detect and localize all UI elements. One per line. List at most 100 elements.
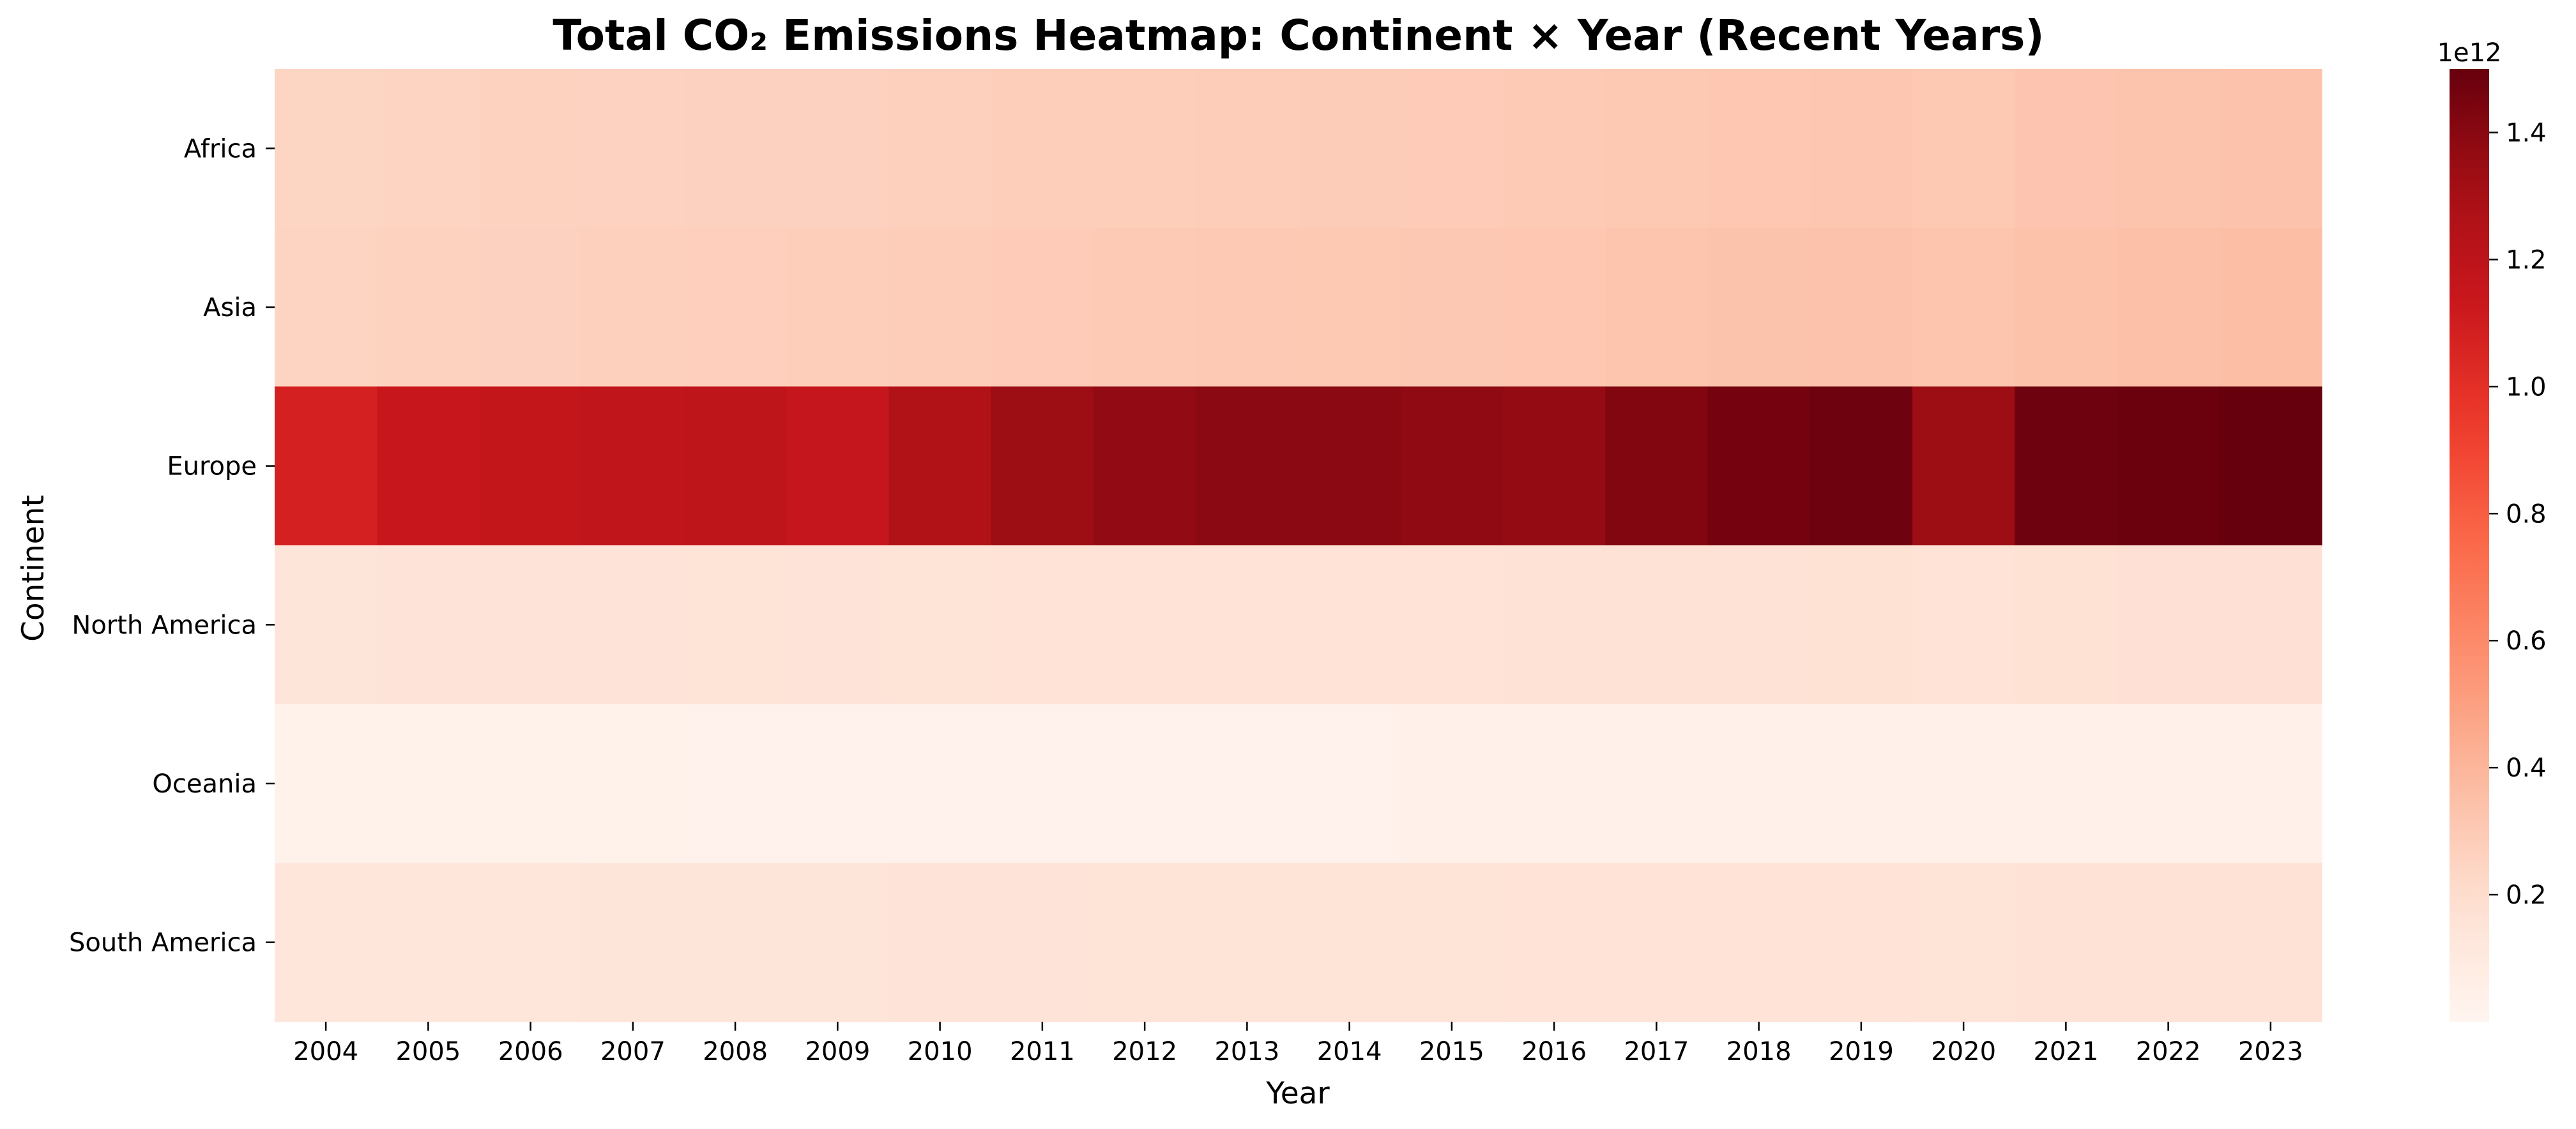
- colorbar-tick-label: 0.8: [2506, 499, 2547, 529]
- heatmap-cell: [1094, 863, 1196, 1022]
- heatmap-cell: [1912, 386, 2015, 546]
- x-axis-ticks: 2004 2005 2006 2007 2008 2009 2010 2011 2012 2013…: [293, 1022, 2303, 1066]
- heatmap-cell: [991, 227, 1094, 387]
- y-tick-label: Oceania: [152, 769, 257, 799]
- x-tick-label: 2013: [1214, 1037, 1279, 1066]
- heatmap-cell: [1605, 386, 1709, 546]
- heatmap-cell: [1810, 386, 1913, 546]
- y-tick-label: Africa: [184, 134, 257, 163]
- heatmap-cell: [1707, 69, 1811, 229]
- y-tick-label: Europe: [167, 452, 257, 481]
- heatmap-cell: [1400, 704, 1504, 863]
- heatmap-cell: [1196, 227, 1299, 387]
- heatmap-cell: [2219, 69, 2322, 229]
- heatmap-cell: [2015, 386, 2118, 546]
- heatmap-cell: [2015, 69, 2118, 229]
- heatmap-cell: [1810, 69, 1913, 229]
- heatmap-cell: [1196, 386, 1299, 546]
- colorbar-ticks: 0.2 0.4 0.6 0.8 1.0 1.2 1.4: [2489, 118, 2547, 910]
- heatmap-cell: [479, 386, 583, 546]
- heatmap-cell: [1912, 227, 2015, 387]
- heatmap-cell: [581, 227, 685, 387]
- heatmap-cell: [1298, 386, 1401, 546]
- heatmap-cell: [2117, 863, 2220, 1022]
- heatmap-cell: [581, 69, 685, 229]
- heatmap-cell: [479, 863, 583, 1022]
- heatmap-cell: [991, 386, 1094, 546]
- heatmap-cell: [275, 863, 377, 1022]
- heatmap-cell: [684, 69, 787, 229]
- heatmap-cell: [684, 227, 787, 387]
- heatmap-cell: [1707, 704, 1811, 863]
- heatmap-cell: [377, 545, 480, 705]
- heatmap-cell: [1298, 704, 1401, 863]
- colorbar-tick-label: 1.2: [2506, 245, 2547, 275]
- heatmap-cell: [275, 545, 377, 705]
- heatmap-cell: [1810, 227, 1913, 387]
- colorbar-tick-label: 1.4: [2506, 118, 2547, 148]
- heatmap-cell: [1810, 863, 1913, 1022]
- heatmap-cell: [2219, 863, 2322, 1022]
- colorbar-tick-label: 1.0: [2506, 372, 2547, 402]
- y-tick-label: Asia: [203, 293, 257, 322]
- heatmap-cell: [581, 545, 685, 705]
- x-tick-label: 2016: [1521, 1037, 1587, 1066]
- y-tick-label: North America: [72, 610, 257, 640]
- heatmap-cell: [991, 863, 1094, 1022]
- heatmap-cell: [991, 704, 1094, 863]
- x-tick-label: 2008: [703, 1037, 768, 1066]
- x-tick-label: 2012: [1112, 1037, 1177, 1066]
- y-axis-ticks: Africa Asia Europe North America Oceania Sout…: [69, 134, 275, 958]
- colorbar-tick-label: 0.4: [2506, 754, 2547, 783]
- heatmap-cell: [2219, 227, 2322, 387]
- x-tick-label: 2020: [1931, 1037, 1996, 1066]
- x-tick-label: 2021: [2033, 1037, 2098, 1066]
- heatmap-cell: [2015, 704, 2118, 863]
- heatmap-cell: [1707, 863, 1811, 1022]
- heatmap-cell: [888, 386, 992, 546]
- heatmap-cell: [275, 704, 377, 863]
- x-tick-label: 2023: [2238, 1037, 2303, 1066]
- heatmap-cell: [1094, 545, 1196, 705]
- heatmap-cell: [684, 386, 787, 546]
- x-tick-label: 2018: [1726, 1037, 1792, 1066]
- x-axis-label: Year: [1265, 1076, 1330, 1111]
- heatmap-cell: [684, 545, 787, 705]
- heatmap-cell: [479, 545, 583, 705]
- heatmap-cell: [479, 704, 583, 863]
- heatmap-cell: [275, 69, 377, 229]
- heatmap-cell: [786, 69, 890, 229]
- heatmap-cell: [1094, 69, 1196, 229]
- heatmap-cell: [1912, 863, 2015, 1022]
- heatmap-cell: [786, 545, 890, 705]
- heatmap-cell: [1503, 704, 1606, 863]
- heatmap-cell: [1196, 69, 1299, 229]
- heatmap-cell: [786, 227, 890, 387]
- x-tick-label: 2019: [1829, 1037, 1894, 1066]
- colorbar: [2450, 69, 2489, 1022]
- heatmap-cells: [275, 69, 2322, 1022]
- heatmap-cell: [1605, 545, 1709, 705]
- heatmap-cell: [2219, 545, 2322, 705]
- heatmap-cell: [991, 69, 1094, 229]
- x-tick-label: 2015: [1419, 1037, 1484, 1066]
- y-tick-label: South America: [69, 928, 257, 958]
- heatmap-cell: [2117, 386, 2220, 546]
- x-tick-label: 2010: [908, 1037, 973, 1066]
- x-tick-label: 2004: [293, 1037, 358, 1066]
- heatmap-cell: [1094, 704, 1196, 863]
- heatmap-cell: [479, 227, 583, 387]
- heatmap-cell: [1503, 863, 1606, 1022]
- heatmap-cell: [1298, 545, 1401, 705]
- x-tick-label: 2005: [395, 1037, 461, 1066]
- heatmap-cell: [2015, 227, 2118, 387]
- heatmap-cell: [1400, 69, 1504, 229]
- heatmap-cell: [1400, 863, 1504, 1022]
- heatmap-cell: [377, 69, 480, 229]
- heatmap-cell: [1503, 69, 1606, 229]
- heatmap-cell: [684, 704, 787, 863]
- heatmap-cell: [275, 227, 377, 387]
- heatmap-cell: [1503, 545, 1606, 705]
- heatmap-cell: [581, 386, 685, 546]
- heatmap-cell: [1400, 545, 1504, 705]
